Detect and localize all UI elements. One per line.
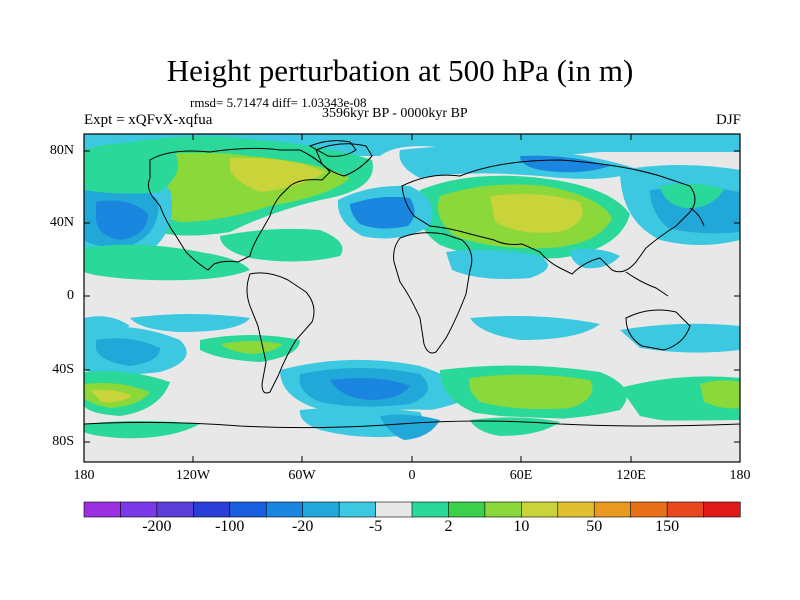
- colorbar-swatch: [265, 501, 304, 518]
- colorbar-swatch: [593, 501, 632, 518]
- experiment-label: Expt = xQFvX-xqfua: [84, 112, 213, 128]
- colorbar-swatch: [630, 501, 668, 518]
- colorbar-swatch: [521, 501, 559, 518]
- colorbar-swatch: [411, 501, 450, 518]
- lon-label-180e: 180: [729, 468, 751, 483]
- colorbar-swatch: [557, 501, 595, 518]
- colorbar-label: -100: [215, 518, 245, 535]
- colorbar-swatch: [666, 501, 705, 518]
- colorbar-label: 150: [655, 518, 680, 535]
- lat-label-80n: 80N: [49, 143, 74, 158]
- lat-label-40s: 40S: [52, 362, 74, 377]
- lat-label-equator: 0: [67, 288, 74, 303]
- lat-label-40n: 40N: [49, 215, 74, 230]
- lon-label-60w: 60W: [288, 468, 316, 483]
- period-text: 3596kyr BP - 0000kyr BP: [322, 106, 468, 121]
- colorbar-label: 10: [513, 518, 530, 535]
- colorbar-swatch: [193, 501, 231, 518]
- colorbar-swatch: [83, 501, 122, 518]
- colorbar-swatch: [120, 501, 158, 518]
- colorbar-label: -5: [368, 518, 383, 535]
- colorbar-label: -200: [142, 518, 172, 535]
- colorbar-swatch: [302, 501, 340, 518]
- colorbar-swatch: [156, 501, 194, 518]
- coastlines: [84, 140, 740, 429]
- map-field: [84, 134, 740, 462]
- lon-label-60e: 60E: [509, 468, 533, 483]
- lon-label-0: 0: [408, 468, 416, 483]
- colorbar-label: 50: [586, 518, 603, 535]
- axis-ticks: [84, 134, 740, 462]
- colorbar-swatch: [229, 501, 267, 518]
- colorbar: [83, 501, 741, 518]
- map-title: Height perturbation at 500 hPa (in m): [166, 53, 634, 88]
- colorbar-swatch: [703, 501, 741, 518]
- rmsd-diff-text: rmsd= 5.71474 diff= 1.03343e-08: [190, 95, 367, 110]
- lon-label-120w: 120W: [175, 468, 211, 483]
- colorbar-label: -20: [291, 518, 314, 535]
- colorbar-swatch: [375, 501, 413, 518]
- lat-label-80s: 80S: [52, 434, 74, 449]
- colorbar-swatch: [338, 501, 377, 518]
- colorbar-swatch: [484, 501, 522, 518]
- colorbar-swatch: [448, 501, 486, 518]
- season-label: DJF: [715, 112, 741, 128]
- colorbar-label: 2: [444, 518, 453, 535]
- lon-label-120e: 120E: [616, 468, 646, 483]
- lon-label-180w: 180: [73, 468, 95, 483]
